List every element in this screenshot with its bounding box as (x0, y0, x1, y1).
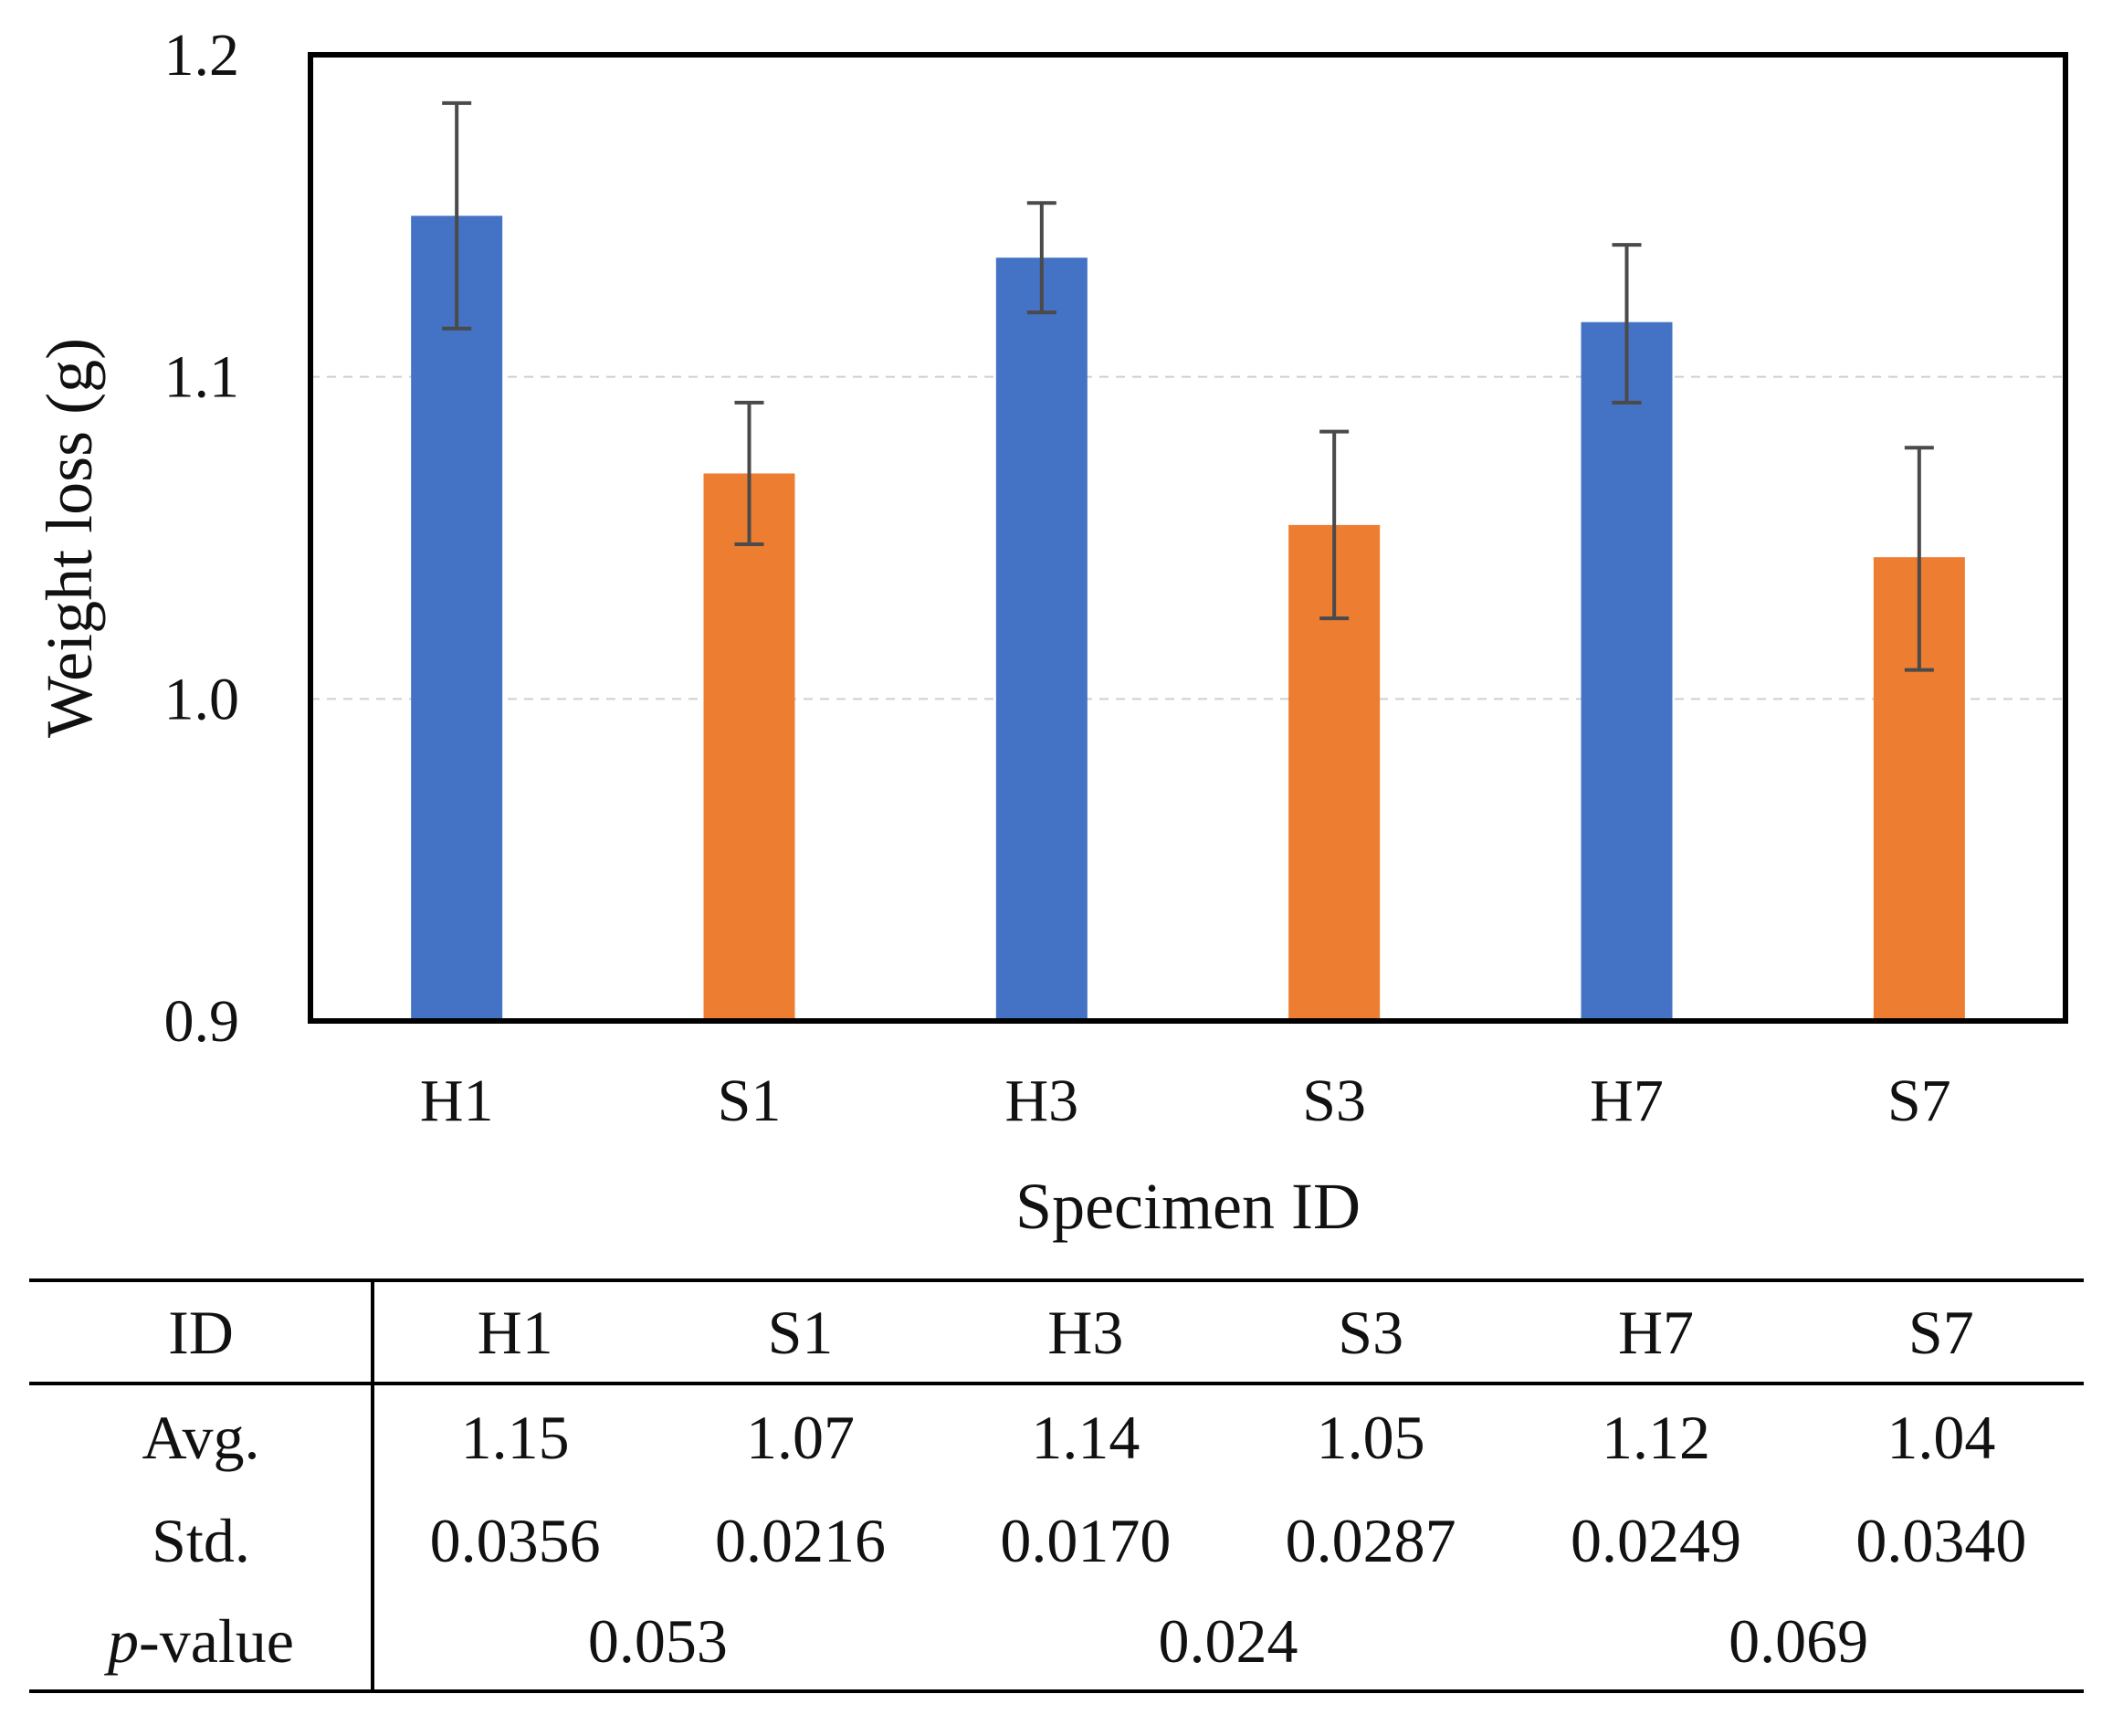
x-tick-label: S7 (1887, 1068, 1951, 1134)
table-header-cell: S7 (1908, 1298, 1974, 1367)
table-header-cell: S3 (1338, 1298, 1403, 1367)
error-bar-s1 (734, 400, 764, 547)
y-tick-labels: 0.9 1.0 1.1 1.2 (164, 22, 240, 1055)
table-cell: 1.07 (746, 1403, 855, 1472)
stats-table: ID H1 S1 H3 S3 H7 S7 Avg. 1.15 1.07 1.14 1.05 1.12 1.… (29, 1278, 2084, 1693)
table-cell: 1.12 (1602, 1403, 1710, 1472)
x-tick-label: H7 (1590, 1068, 1664, 1134)
table-pvalue-cell: 0.053 (588, 1606, 728, 1676)
table-pvalue-cell: 0.024 (1159, 1606, 1298, 1676)
bar-h1 (411, 216, 503, 1022)
error-bar-h1 (442, 100, 472, 331)
table-header-label: ID (168, 1298, 234, 1367)
error-bar-s7 (1904, 446, 1934, 672)
y-tick-label: 1.1 (164, 344, 240, 411)
gridlines (310, 375, 2065, 700)
pvalue-label-rest: -value (139, 1606, 294, 1676)
bar-h3 (995, 258, 1088, 1021)
x-tick-label: H3 (1004, 1068, 1078, 1134)
table-cell: 0.0356 (430, 1506, 601, 1575)
table-header-cell: H7 (1618, 1298, 1694, 1367)
table-header-cell: S1 (768, 1298, 834, 1367)
y-tick-label: 1.2 (164, 22, 240, 89)
bar-s1 (703, 473, 795, 1021)
table-header-cell: H3 (1047, 1298, 1123, 1367)
bar-h7 (1581, 321, 1673, 1021)
x-tick-label: S3 (1302, 1068, 1366, 1134)
x-tick-label: H1 (420, 1068, 494, 1134)
table-header-cell: H1 (478, 1298, 553, 1367)
table-pvalue-cell: 0.069 (1729, 1606, 1868, 1676)
x-axis-title: Specimen ID (1015, 1170, 1361, 1243)
pvalue-label-italic: p (104, 1606, 139, 1676)
table-row-label: Std. (152, 1506, 250, 1575)
table-cell: 0.0170 (1000, 1506, 1171, 1575)
y-tick-label: 1.0 (164, 666, 240, 732)
x-tick-label: S1 (718, 1068, 782, 1134)
table-cell: 1.14 (1031, 1403, 1140, 1472)
error-bar-h7 (1612, 243, 1642, 405)
bars (411, 216, 1965, 1022)
table-cell: 0.0249 (1571, 1506, 1741, 1575)
y-axis-title: Weight loss (g) (33, 338, 106, 738)
y-tick-label: 0.9 (164, 988, 240, 1055)
plot-frame (308, 52, 2068, 1024)
table-cell: 0.0287 (1286, 1506, 1456, 1575)
table-row-label: Avg. (142, 1403, 259, 1472)
table-cell: 1.15 (461, 1403, 570, 1472)
table-cell: 0.0216 (715, 1506, 886, 1575)
x-tick-labels: H1 S1 H3 S3 H7 S7 (420, 1068, 1951, 1134)
error-bars (442, 100, 1934, 672)
table-cell: 1.05 (1317, 1403, 1425, 1472)
error-bar-s3 (1319, 429, 1350, 621)
table-cell: 1.04 (1887, 1403, 1995, 1472)
table-pvalue-label: p-value (104, 1606, 294, 1676)
error-bar-h3 (1026, 201, 1056, 315)
table-cell: 0.0340 (1855, 1506, 2026, 1575)
